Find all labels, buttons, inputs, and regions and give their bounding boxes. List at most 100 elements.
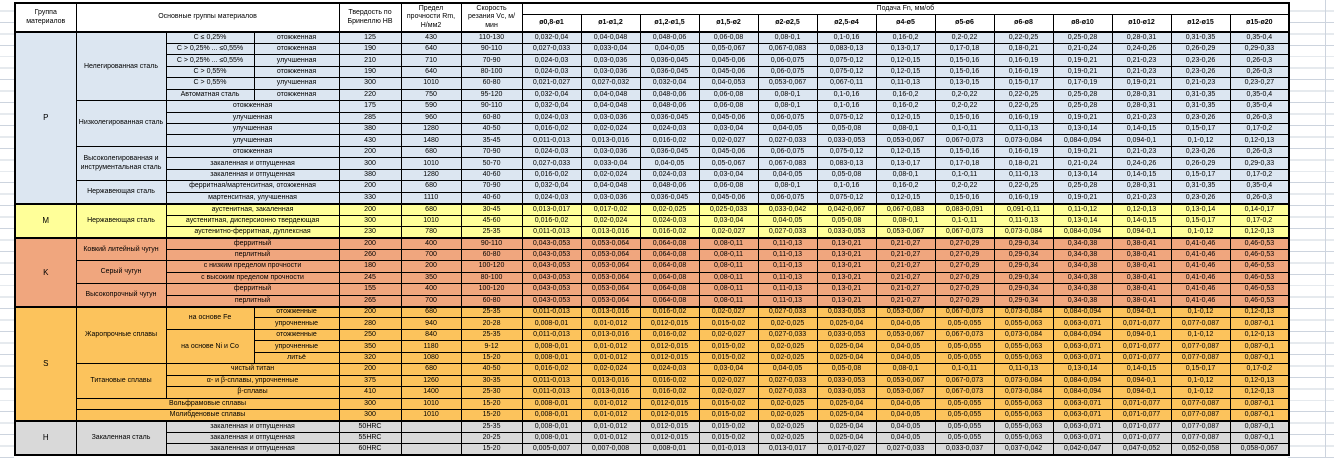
feed-cell-10[interactable]: 0,071-0,077 [1111,317,1172,330]
speed-cell[interactable]: 70-90 [460,180,523,193]
hardness-cell[interactable]: 60HRC [338,443,402,456]
feed-cell-6[interactable]: 0,12-0,15 [875,191,936,205]
feed-cell-6[interactable]: 0,04-0,05 [875,397,936,410]
feed-cell-3[interactable]: 0,045-0,06 [698,191,759,205]
hardness-cell[interactable]: 280 [338,317,402,330]
feed-cell-12[interactable]: 0,12-0,13 [1229,386,1290,399]
feed-cell-10[interactable]: 0,21-0,23 [1111,111,1172,125]
material-state-cell[interactable]: β-сплавы [165,386,340,399]
feed-cell-12[interactable]: 0,26-0,3 [1229,65,1290,79]
material-state-cell[interactable]: аустенитная, дисперсионно твердеющая [165,214,340,227]
material-state-cell[interactable]: улучшенная [165,134,340,147]
feed-cell-11[interactable]: 0,1-0,12 [1170,225,1231,239]
feed-cell-0[interactable]: 0,024-0,03 [521,191,582,205]
feed-cell-2[interactable]: 0,016-0,02 [639,305,700,319]
feed-cell-5[interactable]: 0,017-0,027 [816,443,877,456]
material-grade-cell[interactable]: Автоматная сталь [165,88,255,102]
strength-cell[interactable]: 960 [400,111,462,125]
subgroup-name-cell[interactable]: Нелегированная сталь [75,31,167,102]
feed-cell-7[interactable]: 0,067-0,073 [934,134,995,147]
feed-cell-0[interactable]: 0,021-0,027 [521,77,582,90]
feed-cell-4[interactable]: 0,11-0,13 [757,271,818,285]
hardness-cell[interactable]: 190 [338,65,402,79]
strength-cell[interactable]: 640 [400,42,462,56]
group-code-cell[interactable]: K [14,236,77,307]
feed-cell-0[interactable]: 0,032-0,04 [521,180,582,193]
feed-cell-5[interactable]: 0,025-0,04 [816,431,877,445]
feed-cell-7[interactable]: 0,13-0,15 [934,77,995,90]
feed-cell-9[interactable]: 0,084-0,094 [1052,305,1113,319]
group-code-cell[interactable]: M [14,202,77,239]
feed-cell-7[interactable]: 0,067-0,073 [934,225,995,239]
feed-cell-7[interactable]: 0,17-0,18 [934,42,995,56]
subgroup-name-cell[interactable]: Молибденовые сплавы [75,408,340,422]
feed-cell-0[interactable]: 0,032-0,04 [521,88,582,102]
feed-cell-2[interactable]: 0,048-0,06 [639,180,700,193]
feed-cell-4[interactable]: 0,11-0,13 [757,248,818,262]
feed-cell-9[interactable]: 0,34-0,38 [1052,294,1113,308]
speed-cell[interactable]: 25-35 [460,305,523,319]
feed-cell-9[interactable]: 0,063-0,071 [1052,419,1113,433]
feed-cell-2[interactable]: 0,012-0,015 [639,397,700,410]
material-state-cell[interactable]: ферритный [165,236,340,250]
feed-cell-12[interactable]: 0,17-0,2 [1229,168,1290,182]
speed-cell[interactable]: 40-60 [460,191,523,205]
feed-cell-6[interactable]: 0,16-0,2 [875,88,936,102]
feed-cell-3[interactable]: 0,02-0,027 [698,374,759,388]
feed-cell-5[interactable]: 0,083-0,13 [816,157,877,170]
feed-cell-9[interactable]: 0,19-0,21 [1052,54,1113,67]
feed-cell-1[interactable]: 0,033-0,04 [580,157,641,170]
feed-cell-4[interactable]: 0,06-0,075 [757,54,818,67]
header-material-group[interactable]: Группа материалов [14,2,77,33]
hardness-cell[interactable]: 245 [338,271,402,285]
feed-cell-11[interactable]: 0,26-0,29 [1170,157,1231,170]
feed-cell-6[interactable]: 0,053-0,067 [875,386,936,399]
hardness-cell[interactable]: 200 [338,305,402,319]
material-state-cell[interactable]: ферритный [165,283,340,296]
material-state-cell[interactable]: аустенитно-ферритная, дуплексная [165,225,340,239]
feed-cell-5[interactable]: 0,1-0,16 [816,30,877,44]
speed-cell[interactable]: 15-20 [460,351,523,365]
header-diameter-5[interactable]: ø2,5-ø4 [816,13,877,33]
feed-cell-10[interactable]: 0,071-0,077 [1111,419,1172,433]
feed-cell-9[interactable]: 0,34-0,38 [1052,271,1113,285]
feed-cell-7[interactable]: 0,27-0,29 [934,271,995,285]
speed-cell[interactable]: 90-110 [460,100,523,113]
feed-cell-3[interactable]: 0,08-0,11 [698,271,759,285]
feed-cell-6[interactable]: 0,16-0,2 [875,100,936,113]
feed-cell-1[interactable]: 0,03-0,036 [580,54,641,67]
strength-cell[interactable]: 1080 [400,351,462,365]
material-state-cell[interactable]: перлитный [165,294,340,308]
feed-cell-6[interactable]: 0,04-0,05 [875,408,936,422]
feed-cell-2[interactable]: 0,04-0,05 [639,157,700,170]
strength-cell[interactable]: 1400 [400,386,462,399]
hardness-cell[interactable]: 230 [338,225,402,239]
feed-cell-7[interactable]: 0,15-0,16 [934,54,995,67]
feed-cell-5[interactable]: 0,025-0,04 [816,317,877,330]
feed-cell-8[interactable]: 0,18-0,21 [993,42,1054,56]
feed-cell-2[interactable]: 0,036-0,045 [639,65,700,79]
feed-cell-2[interactable]: 0,064-0,08 [639,283,700,296]
group-code-cell[interactable]: S [14,305,77,422]
feed-cell-3[interactable]: 0,02-0,027 [698,386,759,399]
hardness-cell[interactable]: 300 [338,214,402,227]
feed-cell-8[interactable]: 0,055-0,063 [993,419,1054,433]
feed-cell-7[interactable]: 0,2-0,22 [934,180,995,193]
hardness-cell[interactable]: 300 [338,157,402,170]
strength-cell[interactable]: 640 [400,65,462,79]
speed-cell[interactable]: 60-80 [460,294,523,308]
feed-cell-10[interactable]: 0,14-0,15 [1111,363,1172,376]
header-speed[interactable]: Скорость резания Vc, м/мин [460,2,523,33]
hardness-cell[interactable]: 285 [338,111,402,125]
feed-cell-1[interactable]: 0,01-0,012 [580,340,641,353]
feed-cell-0[interactable]: 0,024-0,03 [521,111,582,125]
feed-cell-3[interactable]: 0,08-0,11 [698,236,759,250]
feed-cell-12[interactable]: 0,087-0,1 [1229,419,1290,433]
material-state-cell[interactable]: α- и β-сплавы, упрочненные [165,374,340,388]
feed-cell-9[interactable]: 0,25-0,28 [1052,180,1113,193]
feed-cell-10[interactable]: 0,24-0,26 [1111,157,1172,170]
feed-cell-8[interactable]: 0,11-0,13 [993,363,1054,376]
feed-cell-9[interactable]: 0,25-0,28 [1052,100,1113,113]
strength-cell[interactable]: 680 [400,202,462,216]
strength-cell[interactable]: 700 [400,294,462,308]
